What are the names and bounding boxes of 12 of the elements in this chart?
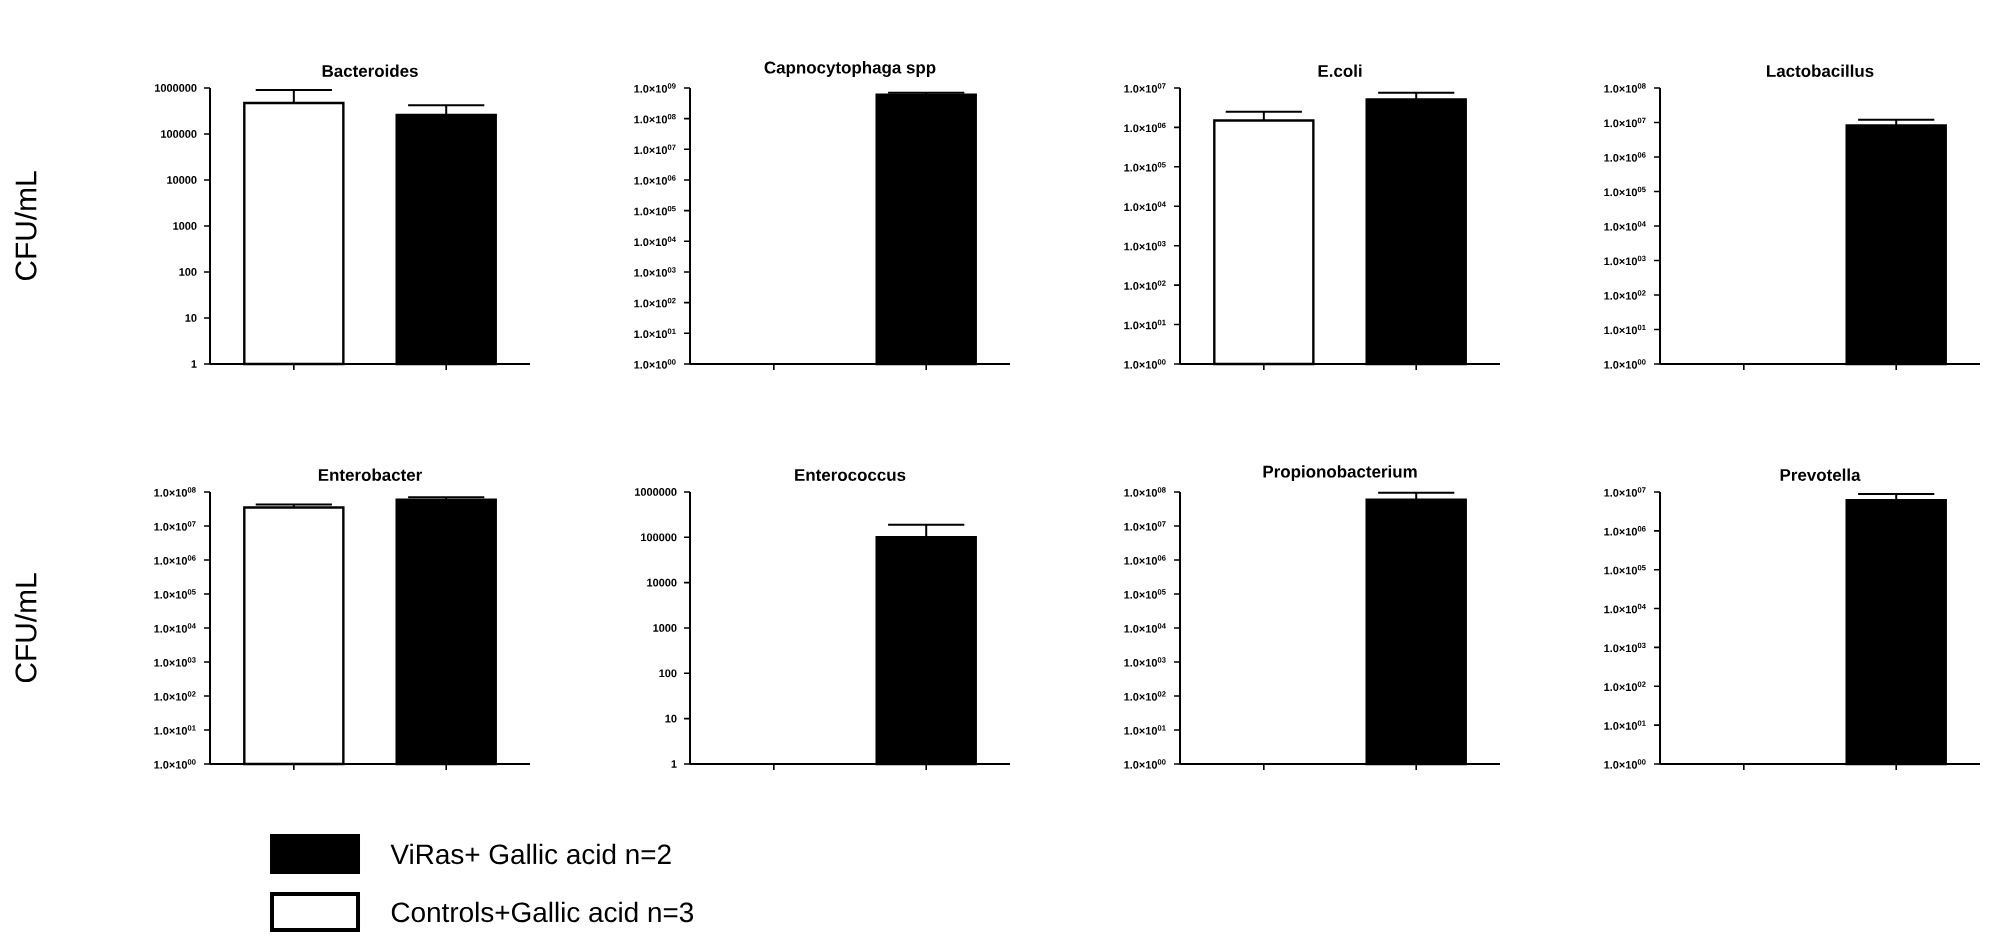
y-axis-title: CFU/mL [14,573,37,683]
chart-title: E.coli [1318,64,1362,77]
y-axis-title: CFU/mL [14,171,37,281]
chart-title: Propionobacterium [1263,465,1417,481]
chart-title: Bacteroides [322,64,418,77]
chart-title: Enterobacter [318,468,422,481]
chart-title: Prevotella [1780,468,1861,481]
legend-label: Controls+Gallic acid n=3 [391,901,694,923]
chart-title: Enterococcus [795,469,906,481]
legend-label: ViRas+ Gallic acid n=2 [390,843,671,865]
chart-title: Capnocytophaga spp [764,61,936,77]
chart-title: Lactobacillus [1767,64,1874,77]
